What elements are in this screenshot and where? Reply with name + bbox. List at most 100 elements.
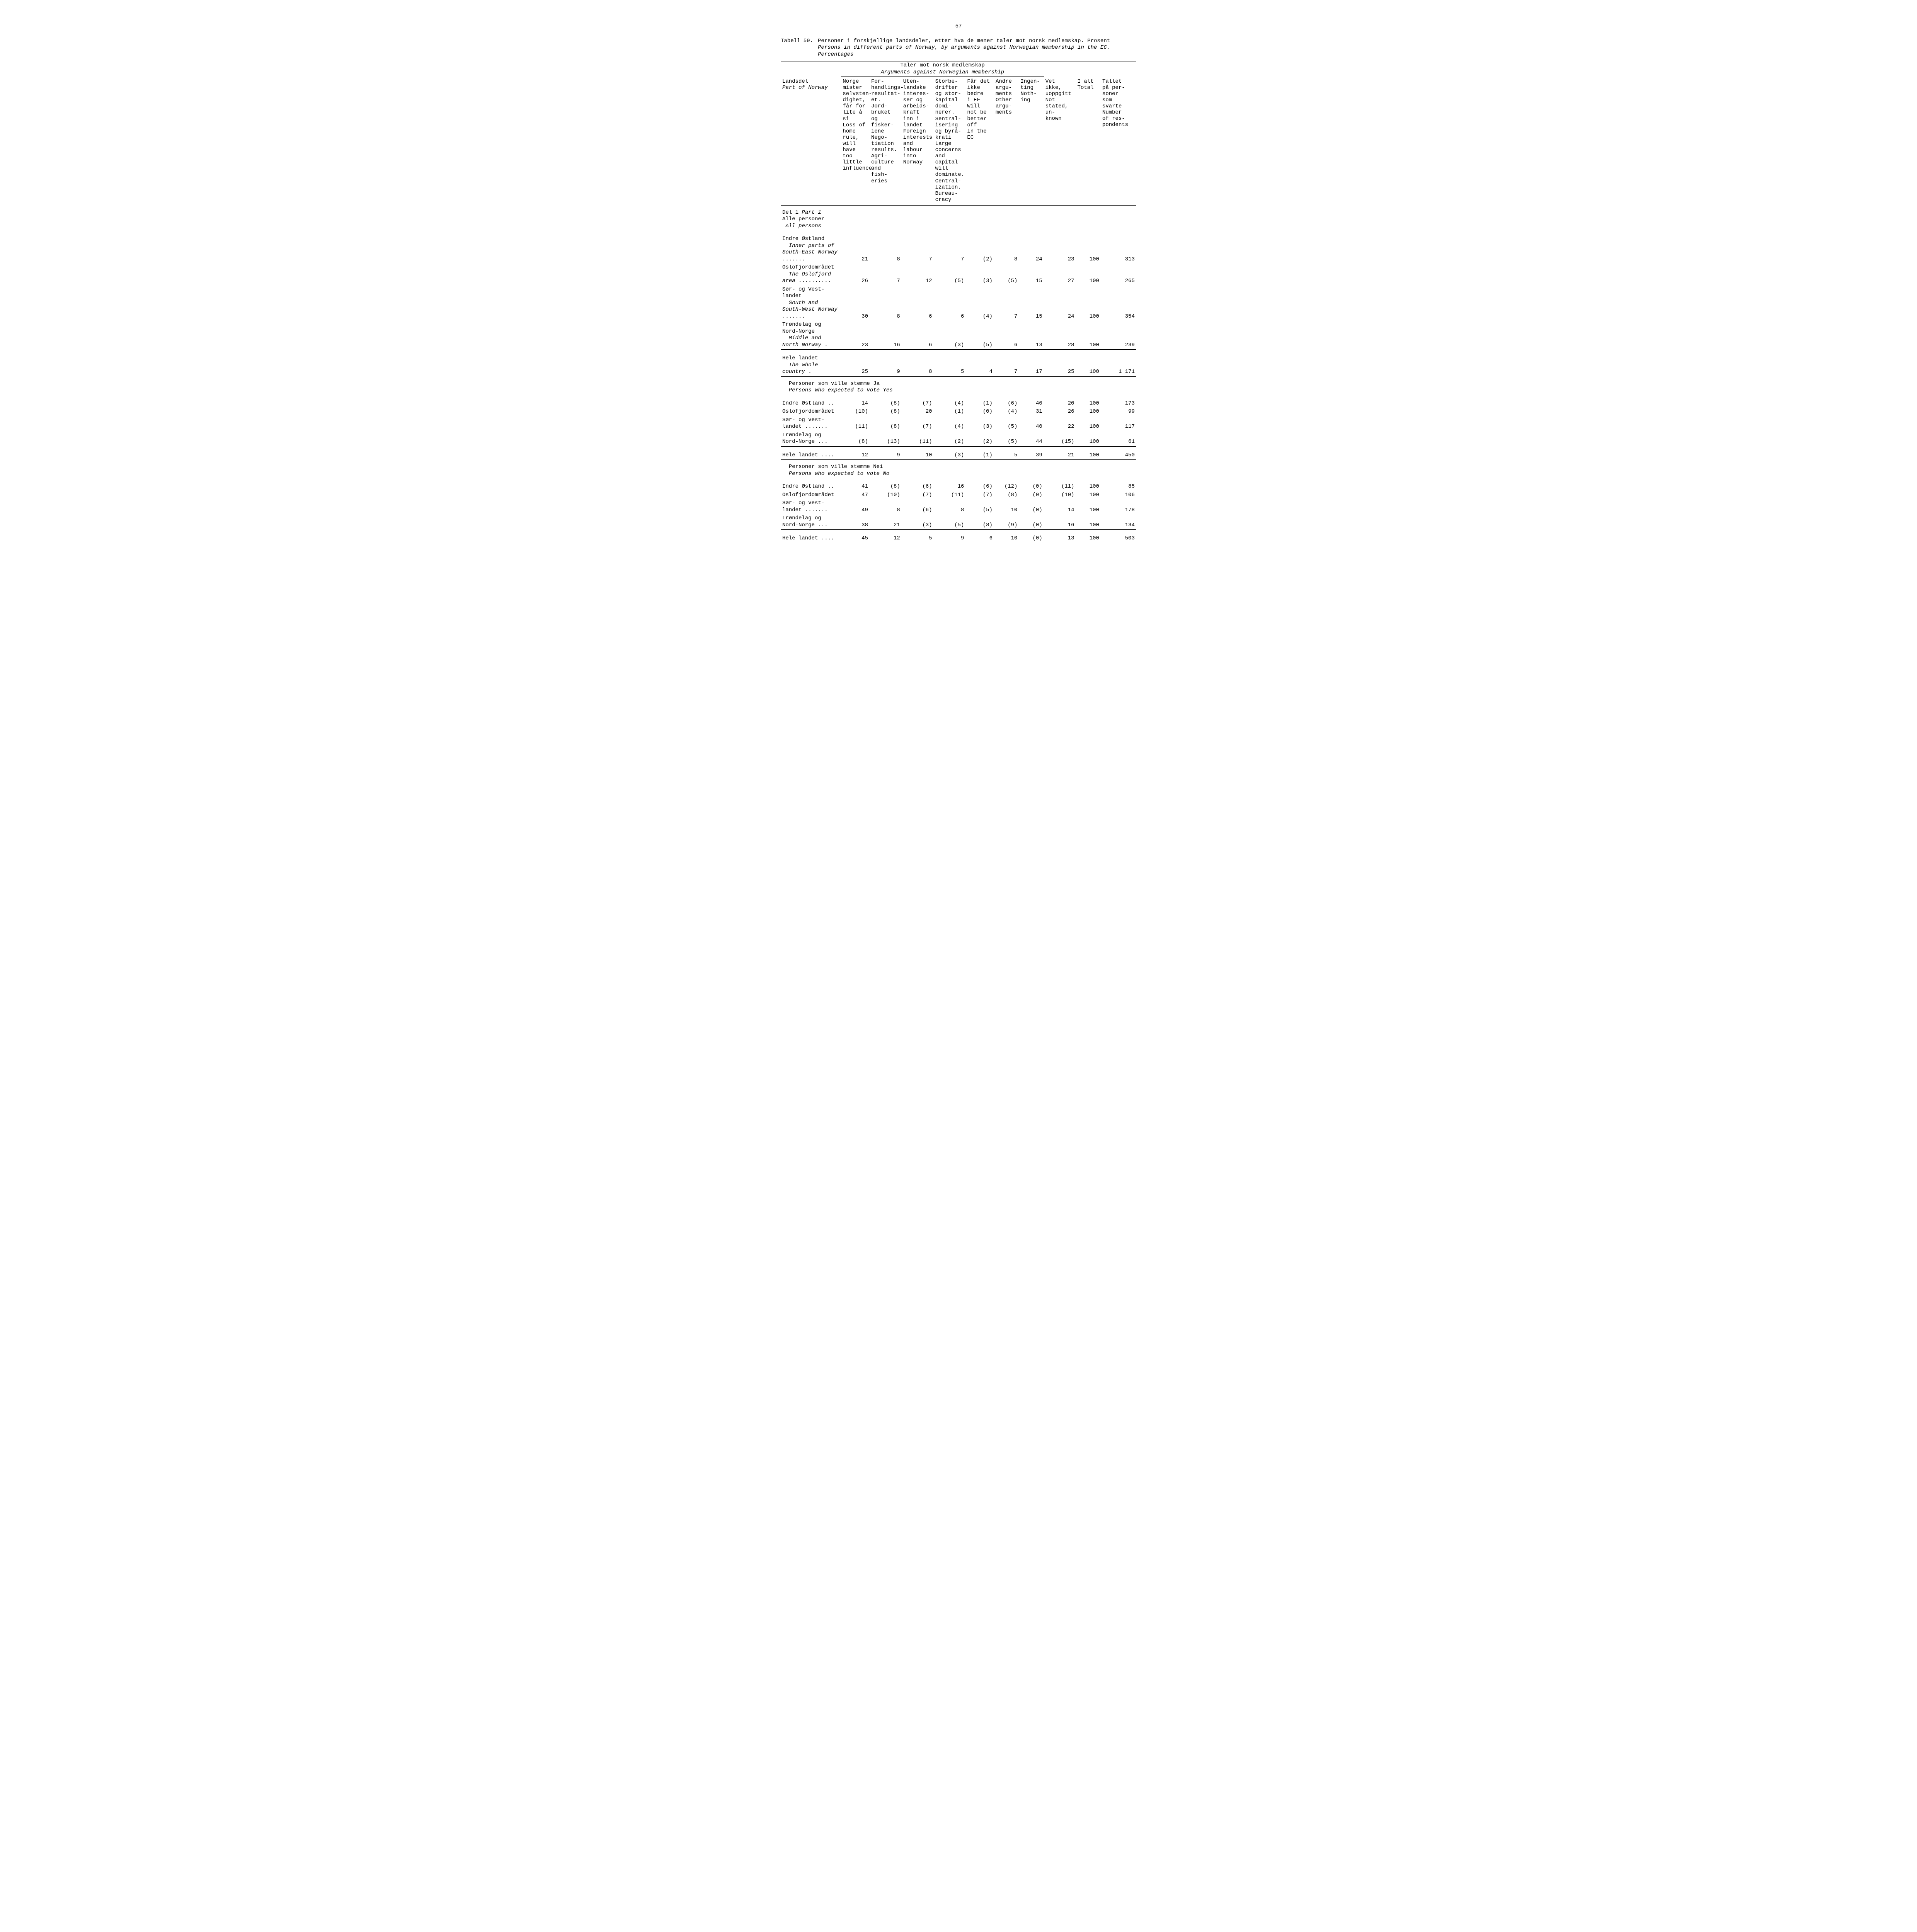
table-row: Indre Østland ..14(8)(7)(4)(1)(6)4020100… [781, 400, 1136, 408]
data-cell: 100 [1076, 483, 1101, 491]
data-cell: 134 [1101, 514, 1136, 530]
data-cell: 13 [1019, 321, 1044, 350]
stub-no: Landsdel [782, 78, 808, 85]
title-norwegian: Personer i forskjellige landsdeler, ette… [818, 38, 1110, 44]
data-cell: (13) [870, 431, 902, 447]
table-label: Tabell 59. [781, 38, 818, 58]
data-cell: 5 [994, 451, 1019, 460]
table-body: Del 1 Part 1Alle personer All personsInd… [781, 205, 1136, 543]
data-cell: 8 [870, 499, 902, 514]
row-label: Hele landet .... [781, 451, 841, 460]
data-cell: (10) [870, 491, 902, 500]
row-label: Oslofjordområdet [781, 408, 841, 416]
data-cell: (3) [934, 451, 966, 460]
data-cell: (6) [902, 483, 934, 491]
row-label: Hele landet The whole country . [781, 354, 841, 376]
data-cell: (8) [870, 416, 902, 431]
table-row: Indre Østland ..41(8)(6)16(6)(12)(0)(11)… [781, 483, 1136, 491]
column-spanner: Taler mot norsk medlemskap Arguments aga… [841, 61, 1044, 77]
data-cell: (10) [841, 408, 870, 416]
data-cell: (9) [994, 514, 1019, 530]
data-cell: 1 171 [1101, 354, 1136, 376]
data-cell: 14 [1044, 499, 1076, 514]
data-cell: 100 [1076, 451, 1101, 460]
data-cell: 100 [1076, 264, 1101, 286]
data-cell: 27 [1044, 264, 1076, 286]
data-cell: 100 [1076, 491, 1101, 500]
data-cell: (3) [965, 264, 994, 286]
data-cell: (2) [965, 235, 994, 264]
data-cell: 10 [994, 534, 1019, 543]
table-row: Sør- og Vest-landet .......498(6)8(5)10(… [781, 499, 1136, 514]
table-row: Trøndelag og Nord-Norge ...(8)(13)(11)(2… [781, 431, 1136, 447]
row-label: Indre Østland Inner parts of South-East … [781, 235, 841, 264]
data-cell: 20 [1044, 400, 1076, 408]
data-cell: 117 [1101, 416, 1136, 431]
data-cell: (5) [994, 416, 1019, 431]
data-cell: 100 [1076, 321, 1101, 350]
data-cell: 100 [1076, 408, 1101, 416]
data-cell: (11) [934, 491, 966, 500]
table-row: Oslofjordområdet The Oslofjord area ....… [781, 264, 1136, 286]
data-cell: 9 [870, 451, 902, 460]
data-cell: 30 [841, 286, 870, 321]
data-cell: (0) [1019, 483, 1044, 491]
data-cell: (2) [934, 431, 966, 447]
section-header: Personer som ville stemme Nei Persons wh… [781, 460, 1136, 478]
col-header-4: Storbe- drifter og stor- kapital domi- n… [934, 77, 966, 206]
stub-header: Landsdel Part of Norway [781, 77, 841, 206]
data-cell: 44 [1019, 431, 1044, 447]
row-label: Oslofjordområdet The Oslofjord area ....… [781, 264, 841, 286]
col-header-10: Tallet på per- soner som svarte Number o… [1101, 77, 1136, 206]
data-cell: 17 [1019, 354, 1044, 376]
data-cell: 39 [1019, 451, 1044, 460]
spanner-en: Arguments against Norwegian membership [881, 69, 1004, 75]
table-title: Tabell 59. Personer i forskjellige lands… [781, 38, 1136, 58]
data-cell: (4) [965, 286, 994, 321]
section-header-cell: Personer som ville stemme Ja Persons who… [781, 376, 1136, 395]
col-header-2: For- handlings- resultat- et. Jord- bruk… [870, 77, 902, 206]
data-cell: (7) [965, 491, 994, 500]
table-row: Sør- og Vest-landet South and South-West… [781, 286, 1136, 321]
table-row: Oslofjordområdet(10)(8)20(1)(0)(4)312610… [781, 408, 1136, 416]
table-row: Trøndelag og Nord-Norge Middle and North… [781, 321, 1136, 350]
data-cell: 7 [870, 264, 902, 286]
data-cell: (10) [1044, 491, 1076, 500]
data-cell: (8) [870, 400, 902, 408]
data-cell: 178 [1101, 499, 1136, 514]
data-cell: (11) [1044, 483, 1076, 491]
data-cell: (6) [965, 483, 994, 491]
spacer-row [781, 230, 1136, 235]
row-label: Sør- og Vest-landet South and South-West… [781, 286, 841, 321]
data-cell: (0) [1019, 499, 1044, 514]
data-cell: 10 [902, 451, 934, 460]
empty-cell [1044, 61, 1076, 77]
data-cell: (4) [934, 416, 966, 431]
data-cell: 12 [870, 534, 902, 543]
row-label: Trøndelag og Nord-Norge ... [781, 431, 841, 447]
data-cell: (8) [870, 408, 902, 416]
data-cell: 313 [1101, 235, 1136, 264]
col-header-5: Får det ikke bedre i EF Will not be bett… [965, 77, 994, 206]
data-cell: 7 [994, 354, 1019, 376]
data-cell: (5) [994, 431, 1019, 447]
data-cell: 31 [1019, 408, 1044, 416]
data-cell: (11) [841, 416, 870, 431]
data-cell: (7) [902, 400, 934, 408]
data-cell: (7) [902, 416, 934, 431]
data-cell: 354 [1101, 286, 1136, 321]
data-cell: 4 [965, 354, 994, 376]
row-label: Trøndelag og Nord-Norge ... [781, 514, 841, 530]
data-cell: (3) [934, 321, 966, 350]
section-header-cell: Personer som ville stemme Nei Persons wh… [781, 460, 1136, 478]
spacer-row [781, 446, 1136, 451]
table-row: Oslofjordområdet47(10)(7)(11)(7)(8)(0)(1… [781, 491, 1136, 500]
data-cell: 28 [1044, 321, 1076, 350]
data-cell: (1) [965, 400, 994, 408]
data-cell: 6 [902, 286, 934, 321]
col-header-3: Uten- landske interes- ser og arbeids- k… [902, 77, 934, 206]
data-cell: (8) [965, 514, 994, 530]
col-header-7: Ingen- ting Noth- ing [1019, 77, 1044, 206]
data-cell: 12 [841, 451, 870, 460]
data-cell: 13 [1044, 534, 1076, 543]
